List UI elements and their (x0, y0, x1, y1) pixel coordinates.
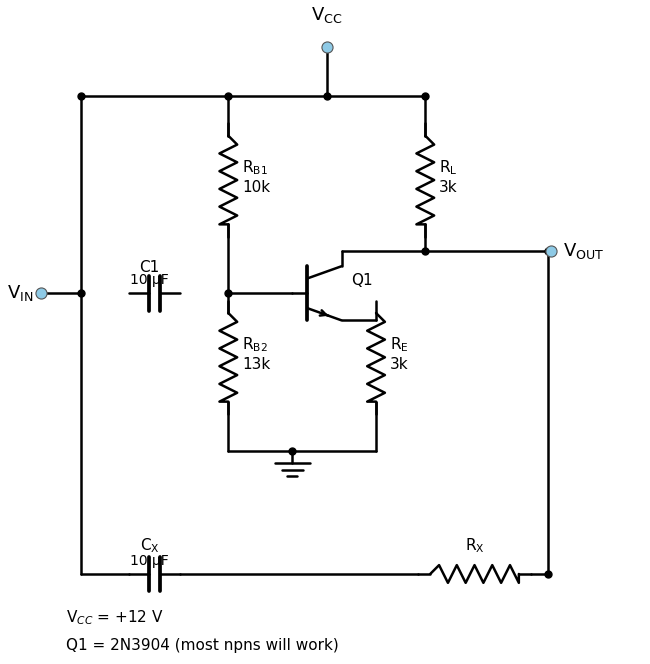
Text: 10 μF: 10 μF (130, 554, 169, 568)
Text: 13k: 13k (242, 357, 270, 373)
Text: R$_{\rm B1}$: R$_{\rm B1}$ (242, 159, 268, 177)
Text: 10 μF: 10 μF (130, 274, 169, 288)
Text: 3k: 3k (390, 357, 408, 373)
Text: C$_{\rm X}$: C$_{\rm X}$ (140, 537, 159, 555)
Text: R$_{\rm E}$: R$_{\rm E}$ (390, 336, 409, 355)
Text: V$_{\rm IN}$: V$_{\rm IN}$ (7, 284, 34, 303)
Text: 10k: 10k (242, 180, 270, 195)
Text: V$_{CC}$ = +12 V: V$_{CC}$ = +12 V (66, 608, 164, 627)
Text: V$_{\rm CC}$: V$_{\rm CC}$ (311, 5, 343, 25)
Text: 3k: 3k (439, 180, 458, 195)
Text: R$_{\rm X}$: R$_{\rm X}$ (465, 537, 484, 555)
Text: R$_{\rm B2}$: R$_{\rm B2}$ (242, 336, 268, 355)
Text: V$_{\rm OUT}$: V$_{\rm OUT}$ (563, 242, 604, 262)
Text: Q1 = 2N3904 (most npns will work): Q1 = 2N3904 (most npns will work) (66, 638, 339, 653)
Text: C1: C1 (139, 260, 160, 275)
Text: Q1: Q1 (352, 274, 373, 288)
Text: R$_{\rm L}$: R$_{\rm L}$ (439, 159, 458, 177)
